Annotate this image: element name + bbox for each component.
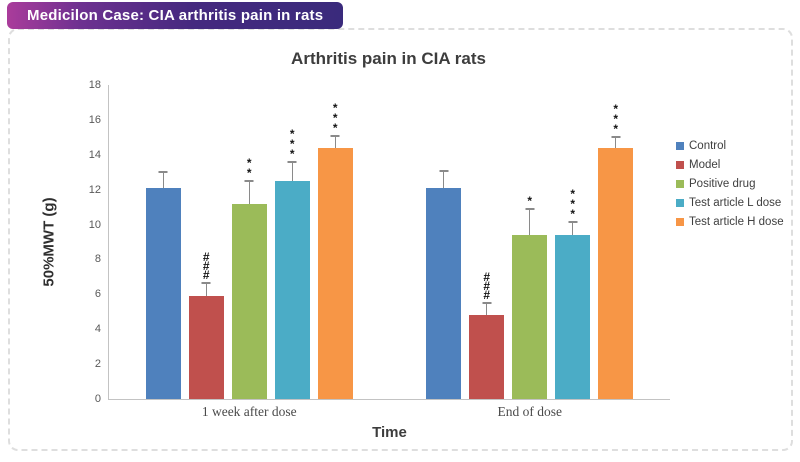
error-bar-whisker — [615, 137, 617, 148]
category-label: End of dose — [497, 404, 563, 419]
bar-positive-drug: * — [512, 195, 548, 399]
significance-marker: # # # — [483, 270, 491, 302]
legend-swatch-icon — [676, 180, 684, 188]
error-bar-whisker — [572, 222, 574, 235]
bar-test-article-h-dose: * * * — [598, 103, 634, 399]
bar-test-article-h-dose: * * * — [317, 102, 353, 399]
bar-control — [145, 171, 181, 399]
error-bar-whisker — [248, 181, 250, 204]
x-axis-category-labels: 1 week after dose End of dose — [109, 404, 670, 420]
legend-label: Test article H dose — [689, 216, 784, 228]
error-bar-whisker — [334, 136, 336, 148]
y-tick-label: 18 — [88, 79, 101, 91]
error-bar-whisker — [205, 283, 207, 296]
error-bar-cap — [287, 161, 297, 163]
chart-legend: Control Model Positive drug Test article L … — [676, 140, 784, 228]
significance-marker: # # # — [202, 250, 210, 282]
bar-model: # # # — [469, 271, 505, 399]
legend-swatch-icon — [676, 142, 684, 150]
case-header-label: Medicilon Case: CIA arthritis pain in ra… — [27, 7, 324, 24]
significance-marker: * — [527, 194, 533, 208]
significance-marker: * * — [246, 156, 252, 180]
legend-item: Test article L dose — [676, 197, 784, 209]
x-axis-title: Time — [372, 424, 407, 441]
error-bar-cap — [158, 171, 168, 173]
bar-control — [426, 170, 462, 399]
y-tick-label: 6 — [94, 288, 101, 301]
legend-swatch-icon — [676, 199, 684, 207]
legend-label: Positive drug — [689, 178, 756, 190]
error-bar-whisker — [486, 303, 488, 315]
bar-group: # # # * * * * * * * * — [109, 85, 390, 399]
y-tick-label: 10 — [88, 218, 101, 231]
error-bar-cap — [525, 208, 535, 210]
error-bar-cap — [482, 302, 492, 304]
dashed-content-frame — [8, 28, 793, 451]
legend-label: Model — [689, 159, 721, 171]
bar-groups: # # # * * * * * * * * # # # * * * * * * * — [109, 85, 670, 399]
legend-item: Test article H dose — [676, 216, 784, 228]
error-bar-whisker — [443, 171, 445, 188]
y-tick-label: 4 — [94, 323, 101, 336]
legend-label: Test article L dose — [689, 197, 782, 209]
significance-marker: * * * — [570, 187, 576, 221]
bar-model: # # # — [188, 251, 224, 399]
legend-swatch-icon — [676, 161, 684, 169]
y-tick-label: 12 — [88, 183, 101, 196]
bar-test-article-l-dose: * * * — [555, 188, 591, 399]
y-tick-label: 8 — [94, 253, 101, 266]
plot-area: 0 2 4 6 8 10 12 14 16 18 # # # * * * * * * * * # # # *… — [41, 79, 670, 441]
y-tick-label: 2 — [94, 358, 101, 371]
case-header-badge: Medicilon Case: CIA arthritis pain in ra… — [7, 2, 344, 29]
significance-marker: * * * — [332, 101, 338, 135]
error-bar-cap — [568, 221, 578, 223]
error-bar-cap — [244, 180, 254, 182]
error-bar-whisker — [291, 162, 293, 181]
legend-swatch-icon — [676, 218, 684, 226]
error-bar-cap — [611, 136, 621, 138]
error-bar-whisker — [529, 209, 531, 235]
y-tick-label: 0 — [94, 393, 101, 405]
significance-marker: * * * — [613, 102, 619, 136]
legend-item: Model — [676, 159, 784, 171]
bar-test-article-l-dose: * * * — [274, 128, 310, 399]
legend-label: Control — [689, 140, 727, 152]
error-bar-cap — [439, 170, 449, 172]
significance-marker: * * * — [289, 127, 295, 161]
legend-item: Control — [676, 140, 784, 152]
category-label: 1 week after dose — [201, 404, 297, 419]
error-bar-cap — [330, 135, 340, 137]
y-tick-label: 14 — [88, 148, 101, 161]
y-axis-title: 50%MWT (g) — [40, 197, 58, 287]
legend-item: Positive drug — [676, 178, 784, 190]
error-bar-cap — [201, 282, 211, 284]
chart-title: Arthritis pain in CIA rats — [291, 49, 486, 68]
error-bar-whisker — [162, 172, 164, 188]
y-tick-label: 16 — [88, 113, 101, 126]
bar-group: # # # * * * * * * * — [390, 85, 671, 399]
bar-positive-drug: * * — [231, 157, 267, 399]
